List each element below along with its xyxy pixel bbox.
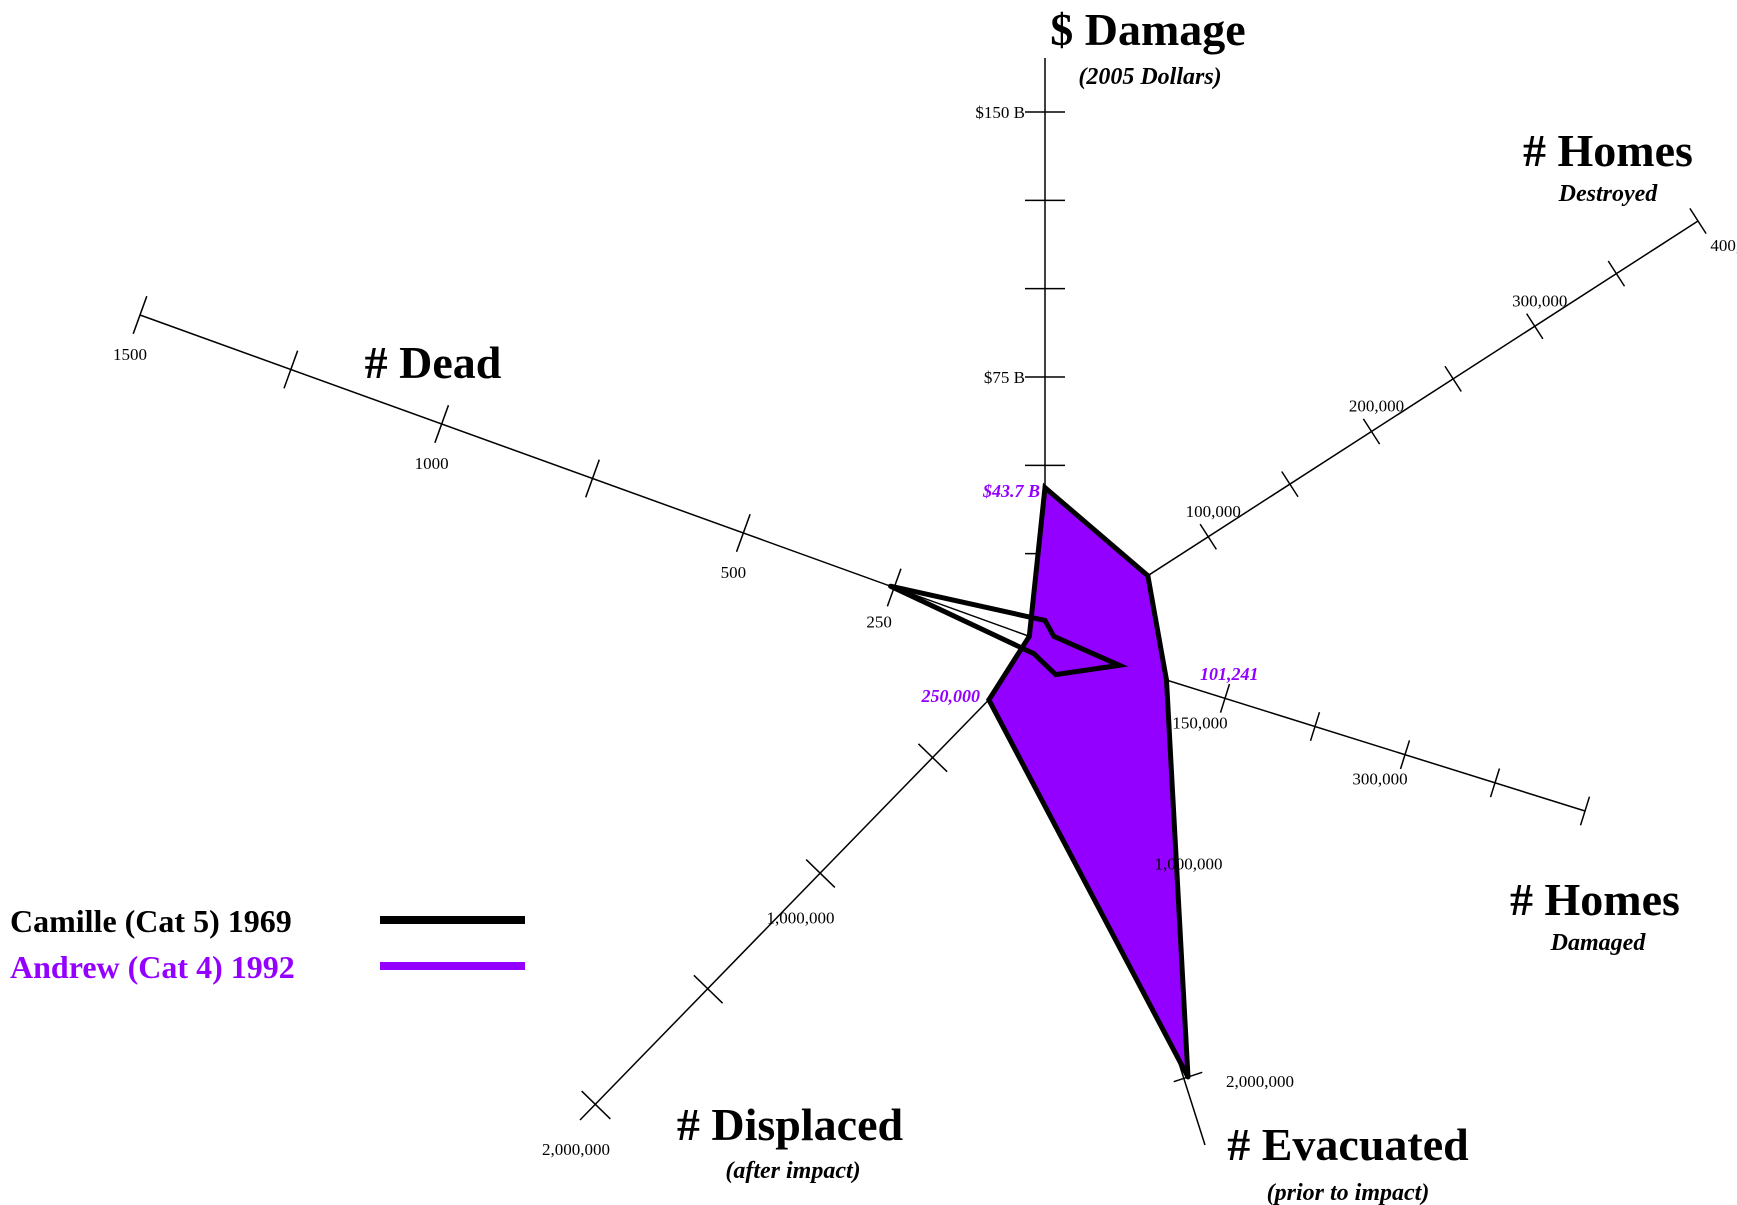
series-area-andrew bbox=[985, 482, 1191, 1079]
tick-displaced bbox=[693, 974, 724, 1004]
tick-dead bbox=[584, 459, 601, 498]
tick-displaced bbox=[805, 859, 836, 888]
value-label-homes_damaged: 101,241 bbox=[1200, 664, 1259, 684]
series-layer bbox=[888, 482, 1191, 1080]
series-point bbox=[1031, 651, 1037, 657]
axis-subtitle-evacuated: (prior to impact) bbox=[1267, 1180, 1430, 1205]
tick-homes_destroyed bbox=[1444, 365, 1462, 392]
axis-subtitle-damage: (2005 Dollars) bbox=[1078, 64, 1221, 90]
tick-label-dead: 1000 bbox=[415, 454, 449, 473]
tick-label-displaced: 1,000,000 bbox=[767, 909, 835, 928]
legend-label: Camille (Cat 5) 1969 bbox=[10, 903, 292, 939]
axis-subtitle-homes_destroyed: Destroyed bbox=[1558, 181, 1659, 207]
tick-homes_damaged bbox=[1489, 768, 1501, 798]
axis-title-homes_destroyed: # Homes bbox=[1523, 125, 1693, 176]
tick-label-homes_damaged: 150,000 bbox=[1172, 713, 1227, 732]
tick-label-displaced: 2,000,000 bbox=[542, 1140, 610, 1159]
series-point bbox=[1145, 573, 1151, 579]
tick-label-homes_destroyed: 400,000 bbox=[1710, 236, 1737, 255]
tick-homes_damaged bbox=[1579, 796, 1591, 826]
tick-dead bbox=[283, 350, 299, 389]
tick-displaced bbox=[581, 1090, 611, 1120]
tick-label-damage: $150 B bbox=[975, 103, 1025, 122]
series-point bbox=[1026, 633, 1032, 639]
tick-label-homes_destroyed: 300,000 bbox=[1512, 291, 1567, 310]
tick-label-homes_destroyed: 100,000 bbox=[1186, 502, 1241, 521]
tick-homes_destroyed bbox=[1607, 260, 1626, 287]
series-point bbox=[1185, 1074, 1191, 1080]
series-point bbox=[986, 697, 992, 703]
tick-homes_destroyed bbox=[1281, 471, 1299, 498]
value-label-displaced: 250,000 bbox=[921, 686, 981, 706]
tick-label-dead: 500 bbox=[721, 563, 747, 582]
tick-dead bbox=[434, 404, 450, 444]
series-point bbox=[1051, 633, 1057, 639]
series-point bbox=[1042, 485, 1048, 491]
value-label-damage: $43.7 B bbox=[982, 481, 1040, 501]
legend: Camille (Cat 5) 1969 Andrew (Cat 4) 1992 bbox=[10, 903, 525, 985]
axis-title-homes_damaged: # Homes bbox=[1510, 874, 1680, 925]
tick-label-damage: $75 B bbox=[984, 368, 1025, 387]
tick-dead bbox=[132, 295, 148, 335]
axis-line-displaced bbox=[579, 641, 1046, 1121]
tick-label-evacuated: 2,000,000 bbox=[1226, 1072, 1294, 1091]
tick-homes_destroyed bbox=[1362, 418, 1381, 445]
axis-title-damage: $ Damage bbox=[1050, 4, 1245, 55]
tick-label-dead: 1500 bbox=[113, 345, 147, 364]
tick-label-homes_destroyed: 200,000 bbox=[1349, 397, 1404, 416]
tick-homes_damaged bbox=[1309, 711, 1321, 742]
axis-subtitle-homes_damaged: Damaged bbox=[1550, 930, 1647, 956]
axis-subtitle-displaced: (after impact) bbox=[725, 1158, 860, 1184]
tick-homes_destroyed bbox=[1689, 207, 1707, 235]
series-point bbox=[1042, 617, 1048, 623]
axis-title-evacuated: # Evacuated bbox=[1227, 1119, 1469, 1170]
labels-layer: $75 B $150 B $ Damage (2005 Dollars) 100,000… bbox=[113, 4, 1737, 1205]
tick-homes_destroyed bbox=[1199, 523, 1218, 550]
axis-title-dead: # Dead bbox=[365, 337, 502, 388]
series-point bbox=[1163, 677, 1169, 683]
tick-homes_damaged bbox=[1399, 740, 1411, 770]
tick-label-dead: 250 bbox=[866, 613, 892, 632]
series-point bbox=[888, 583, 894, 589]
axis-title-displaced: # Displaced bbox=[677, 1099, 904, 1150]
tick-dead bbox=[735, 513, 751, 553]
series-point bbox=[1116, 662, 1122, 668]
tick-label-homes_damaged: 300,000 bbox=[1352, 770, 1407, 789]
series-point bbox=[1053, 672, 1059, 678]
tick-label-evacuated: 1,000,000 bbox=[1155, 855, 1223, 874]
tick-displaced bbox=[917, 743, 948, 773]
tick-homes_damaged bbox=[1219, 683, 1231, 713]
tick-homes_destroyed bbox=[1525, 313, 1544, 340]
legend-label: Andrew (Cat 4) 1992 bbox=[10, 949, 295, 985]
